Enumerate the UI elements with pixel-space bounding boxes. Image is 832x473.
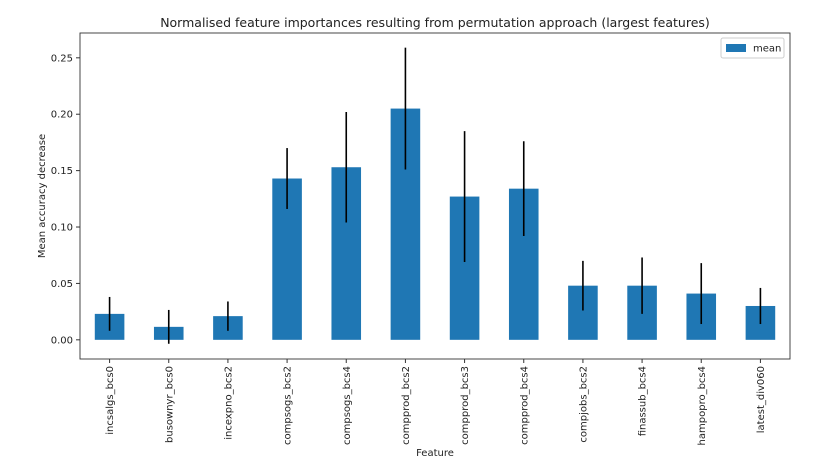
legend-box [720, 37, 785, 59]
chart-title: Normalised feature importances resulting… [160, 15, 710, 30]
x-tick-label: compprod_bcs4 [519, 366, 530, 445]
y-tick-label: 0.20 [51, 110, 73, 121]
x-tick-label: compprod_bcs3 [460, 366, 471, 445]
errorbars-group [108, 47, 762, 344]
y-axis: 0.00 0.05 0.10 0.15 0.20 0.25 [51, 53, 80, 346]
x-tick-label: finassub_bcs4 [638, 366, 649, 436]
x-tick-label: hampopro_bcs4 [697, 366, 708, 445]
x-tick-label: incsalgs_bcs0 [105, 366, 116, 435]
y-tick-label: 0.00 [51, 335, 73, 346]
x-tick-label: compprod_bcs2 [401, 366, 412, 445]
x-tick-label: compsogs_bcs4 [342, 366, 353, 445]
legend: mean [720, 37, 785, 59]
y-tick-label: 0.25 [51, 53, 73, 64]
plot-frame [79, 32, 791, 360]
y-axis-label: Mean accuracy decrease [37, 134, 48, 258]
x-tick-label: compsogs_bcs2 [283, 366, 294, 445]
x-tick-label: busownyr_bcs0 [164, 366, 175, 443]
x-tick-label: incexpno_bcs2 [223, 366, 234, 440]
bars-group [94, 108, 776, 340]
legend-label: mean [753, 44, 781, 55]
y-tick-label: 0.05 [51, 279, 73, 290]
x-axis-label: Feature [416, 448, 454, 459]
y-tick-label: 0.15 [51, 166, 73, 177]
x-tick-label: compjobs_bcs2 [578, 366, 589, 443]
x-axis: incsalgs_bcs0 busownyr_bcs0 incexpno_bcs2 c… [105, 359, 767, 445]
x-tick-label: latest_div060 [756, 366, 767, 433]
y-tick-label: 0.10 [51, 223, 73, 234]
legend-swatch [726, 44, 746, 52]
